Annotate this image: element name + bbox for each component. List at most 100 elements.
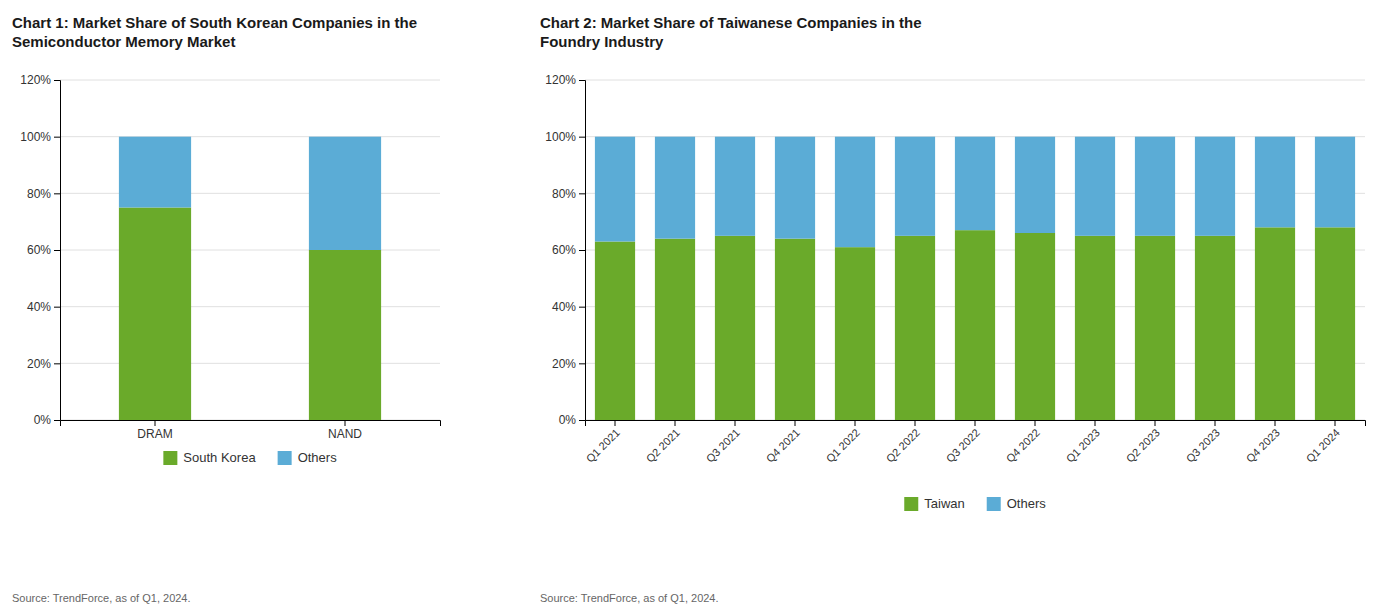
x-tick: Q3 2022: [944, 420, 982, 465]
bar-series: [595, 137, 1355, 248]
y-tick-label: 100%: [545, 130, 576, 144]
x-tick: Q4 2021: [764, 420, 802, 465]
x-tick: Q1 2022: [824, 420, 862, 465]
y-tick: 120%: [20, 73, 60, 87]
x-tick: NAND: [328, 420, 362, 441]
bar: [595, 137, 635, 242]
bar: [895, 236, 935, 420]
x-tick: Q2 2023: [1124, 420, 1162, 465]
bar: [1135, 236, 1175, 420]
y-tick-mark: [54, 193, 60, 194]
x-tick-mark: [1095, 420, 1096, 426]
legend-label: Others: [1007, 496, 1047, 511]
y-tick-mark: [579, 363, 585, 364]
legend: South KoreaOthers: [163, 450, 337, 465]
x-tick-label: Q1 2021: [584, 426, 622, 464]
bar: [1315, 137, 1355, 228]
bar: [119, 137, 191, 208]
x-tick-label: Q1 2024: [1304, 426, 1342, 464]
bar: [1015, 137, 1055, 233]
bars: [595, 137, 1355, 420]
y-tick: 120%: [545, 73, 585, 87]
chart-panel: 0% 20% 40% 60% 80% 100% 120% Q1 2021 Q2 2021 Q3 2…: [540, 14, 1366, 604]
x-tick-mark: [1155, 420, 1156, 426]
y-tick-label: 120%: [545, 73, 576, 87]
x-tick-label: Q1 2023: [1064, 426, 1102, 464]
y-tick: 60%: [27, 243, 60, 257]
x-tick-mark: [915, 420, 916, 426]
y-tick-label: 80%: [552, 187, 576, 201]
y-tick-label: 60%: [27, 243, 51, 257]
x-tick-mark: [1335, 420, 1336, 426]
x-tick: Q2 2022: [884, 420, 922, 465]
x-tick-label: Q4 2021: [764, 426, 802, 464]
y-tick: 0%: [34, 413, 60, 427]
legend-item: Taiwan: [904, 496, 964, 511]
x-tick-mark: [1215, 420, 1216, 426]
y-tick-label: 0%: [559, 413, 577, 427]
y-tick: 80%: [27, 187, 60, 201]
grid-line: [60, 306, 440, 307]
y-tick-mark: [54, 307, 60, 308]
y-tick-label: 20%: [552, 357, 576, 371]
y-axis: 0%20%40%60%80%100%120%: [20, 73, 60, 427]
y-tick-label: 0%: [34, 413, 52, 427]
x-tick-mark: [855, 420, 856, 426]
x-tick: Q1 2021: [584, 420, 622, 465]
chart-title-line: Semiconductor Memory Market: [12, 33, 235, 50]
legend: Taiwan Others: [904, 496, 1046, 511]
x-tick: DRAM: [137, 420, 172, 441]
y-tick-mark: [54, 80, 60, 81]
y-tick-mark: [54, 420, 60, 421]
grid-line: [585, 80, 1365, 81]
x-tick: Q3 2021: [704, 420, 742, 465]
y-tick: 80%: [552, 187, 585, 201]
x-tick-label: Q2 2023: [1124, 426, 1162, 464]
y-tick-mark: [579, 307, 585, 308]
legend-swatch: [904, 497, 918, 511]
legend-item: Others: [278, 450, 338, 465]
bar: [715, 137, 755, 236]
x-tick: Q1 2023: [1064, 420, 1102, 465]
bar: [835, 137, 875, 248]
bar: [1255, 227, 1295, 420]
bar: [1015, 233, 1055, 420]
x-tick: Q1 2024: [1304, 420, 1342, 465]
bar: [955, 137, 995, 231]
x-tick: Q2 2021: [644, 420, 682, 465]
x-tick-label: Q2 2021: [644, 426, 682, 464]
bar: [1315, 227, 1355, 420]
y-tick-mark: [579, 193, 585, 194]
bar: [309, 137, 381, 250]
y-tick-label: 40%: [552, 300, 576, 314]
y-tick: 100%: [20, 130, 60, 144]
x-tick-label: Q3 2023: [1184, 426, 1222, 464]
legend-label: Others: [298, 450, 338, 465]
x-tick: Q3 2023: [1184, 420, 1222, 465]
bar: [1255, 137, 1295, 228]
grid: [60, 80, 440, 420]
x-tick-mark: [735, 420, 736, 426]
axis-domain: [54, 81, 61, 421]
y-tick-mark: [579, 80, 585, 81]
legend-swatch: [987, 497, 1001, 511]
x-tick-mark: [795, 420, 796, 426]
x-tick-mark: [345, 420, 346, 426]
legend-item: Others: [987, 496, 1047, 511]
grid-line: [60, 363, 440, 364]
x-tick-mark: [615, 420, 616, 426]
x-tick-mark: [675, 420, 676, 426]
axis-domain: [61, 421, 441, 427]
x-tick: Q4 2022: [1004, 420, 1042, 465]
source-note: Source: TrendForce, as of Q1, 2024.: [12, 592, 191, 604]
x-tick-label: Q3 2022: [944, 426, 982, 464]
y-tick: 100%: [545, 130, 585, 144]
grid-line: [60, 250, 440, 251]
y-tick: 20%: [552, 357, 585, 371]
y-tick-mark: [579, 250, 585, 251]
y-tick-label: 20%: [27, 357, 51, 371]
axis-domain: [579, 81, 586, 421]
y-tick-label: 60%: [552, 243, 576, 257]
x-tick-label: Q4 2023: [1244, 426, 1282, 464]
bar: [1135, 137, 1175, 236]
